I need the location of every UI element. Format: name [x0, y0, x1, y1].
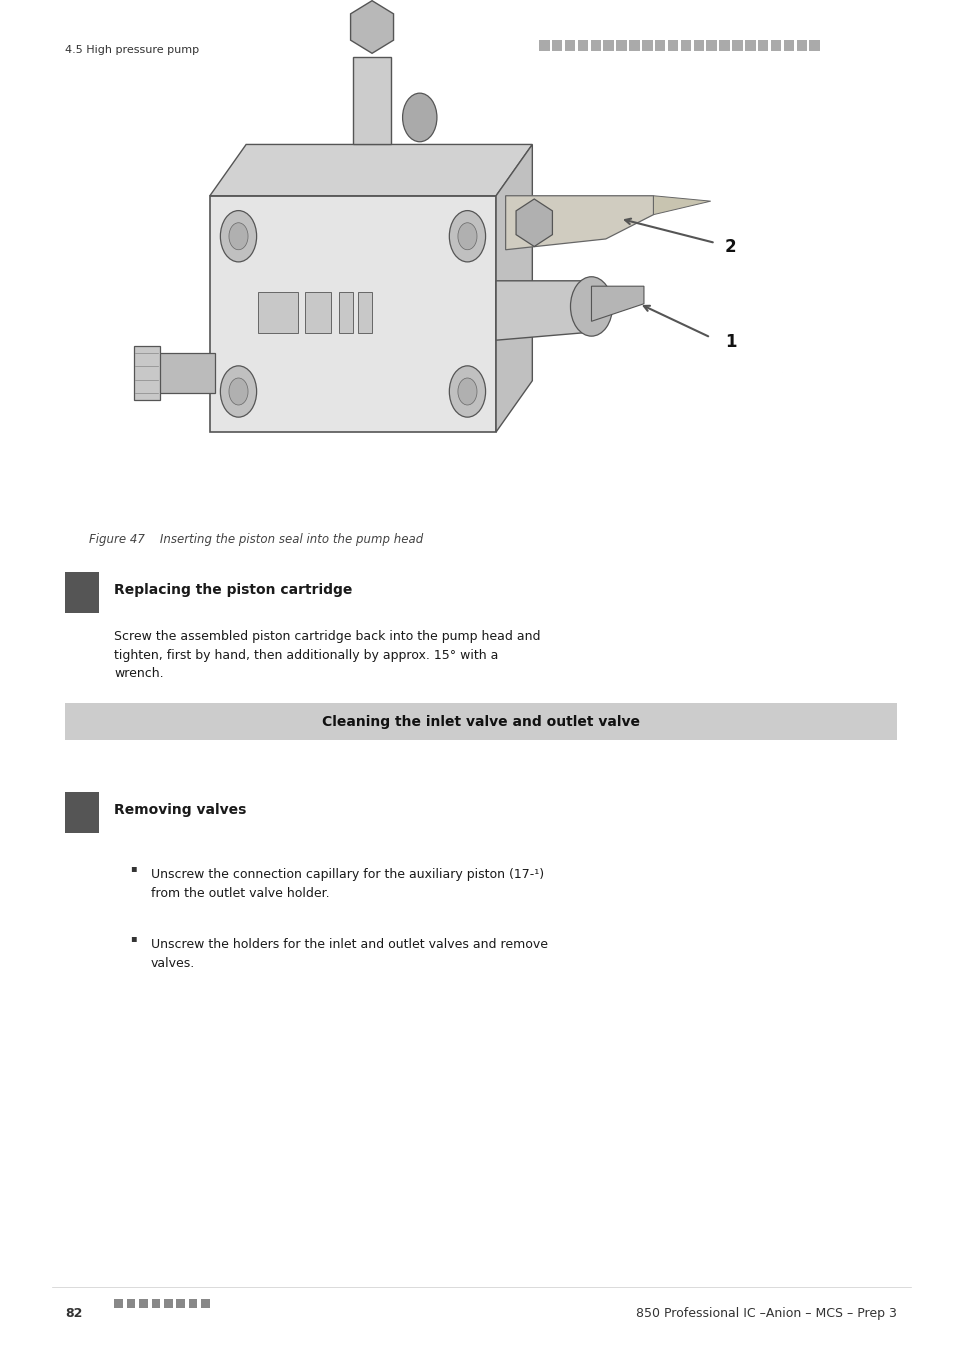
- Text: Figure 47    Inserting the piston seal into the pump head: Figure 47 Inserting the piston seal into…: [89, 533, 422, 547]
- Polygon shape: [350, 1, 394, 54]
- Bar: [152, 1299, 160, 1308]
- Bar: [602, 40, 614, 51]
- Bar: [577, 40, 587, 51]
- Polygon shape: [653, 196, 710, 215]
- Bar: [189, 1299, 197, 1308]
- Bar: [667, 40, 678, 51]
- Bar: [305, 292, 331, 333]
- Bar: [201, 1299, 210, 1308]
- Polygon shape: [496, 144, 532, 432]
- Polygon shape: [210, 144, 532, 196]
- Bar: [157, 352, 214, 393]
- Bar: [65, 792, 99, 833]
- Bar: [353, 57, 391, 144]
- Circle shape: [449, 211, 485, 262]
- Text: 82: 82: [65, 1307, 82, 1320]
- Bar: [133, 346, 160, 400]
- Text: Cleaning the inlet valve and outlet valve: Cleaning the inlet valve and outlet valv…: [321, 714, 639, 729]
- Polygon shape: [516, 198, 552, 247]
- Bar: [782, 40, 793, 51]
- Circle shape: [229, 378, 248, 405]
- Circle shape: [220, 366, 256, 417]
- Bar: [796, 40, 806, 51]
- Bar: [679, 40, 690, 51]
- Polygon shape: [591, 286, 643, 321]
- Bar: [590, 40, 600, 51]
- Circle shape: [457, 223, 476, 250]
- Bar: [65, 703, 896, 740]
- Bar: [629, 40, 639, 51]
- Bar: [139, 1299, 148, 1308]
- Text: 4.5 High pressure pump: 4.5 High pressure pump: [65, 45, 199, 54]
- Bar: [616, 40, 626, 51]
- Text: 1: 1: [724, 332, 736, 351]
- Bar: [770, 40, 781, 51]
- Circle shape: [229, 223, 248, 250]
- Circle shape: [457, 378, 476, 405]
- Bar: [564, 40, 575, 51]
- Text: 850 Professional IC –Anion – MCS – Prep 3: 850 Professional IC –Anion – MCS – Prep …: [636, 1307, 896, 1320]
- Bar: [551, 40, 561, 51]
- Bar: [705, 40, 717, 51]
- Circle shape: [570, 277, 612, 336]
- Bar: [164, 1299, 172, 1308]
- Bar: [127, 1299, 135, 1308]
- Circle shape: [449, 366, 485, 417]
- Text: Unscrew the connection capillary for the auxiliary piston (17-¹)
from the outlet: Unscrew the connection capillary for the…: [151, 868, 543, 899]
- Bar: [65, 572, 99, 613]
- Bar: [641, 40, 652, 51]
- Bar: [114, 1299, 123, 1308]
- Text: Screw the assembled piston cartridge back into the pump head and
tighten, first : Screw the assembled piston cartridge bac…: [114, 630, 540, 680]
- Polygon shape: [496, 281, 591, 340]
- Text: 1: 1: [77, 806, 87, 819]
- Bar: [257, 292, 297, 333]
- Bar: [744, 40, 755, 51]
- Bar: [176, 1299, 185, 1308]
- Bar: [338, 292, 353, 333]
- Text: 4: 4: [77, 586, 87, 599]
- Text: 2: 2: [724, 238, 736, 256]
- Bar: [357, 292, 372, 333]
- Bar: [538, 40, 549, 51]
- Bar: [757, 40, 767, 51]
- Text: ▪: ▪: [130, 863, 136, 872]
- Bar: [693, 40, 703, 51]
- Text: Removing valves: Removing valves: [114, 803, 247, 817]
- Bar: [719, 40, 729, 51]
- Bar: [731, 40, 741, 51]
- Polygon shape: [505, 196, 653, 250]
- Bar: [654, 40, 664, 51]
- Text: ▪: ▪: [130, 933, 136, 942]
- Circle shape: [402, 93, 436, 142]
- Text: Replacing the piston cartridge: Replacing the piston cartridge: [114, 583, 353, 597]
- Circle shape: [220, 211, 256, 262]
- Text: Unscrew the holders for the inlet and outlet valves and remove
valves.: Unscrew the holders for the inlet and ou…: [151, 938, 547, 969]
- Bar: [808, 40, 819, 51]
- Bar: [210, 196, 496, 432]
